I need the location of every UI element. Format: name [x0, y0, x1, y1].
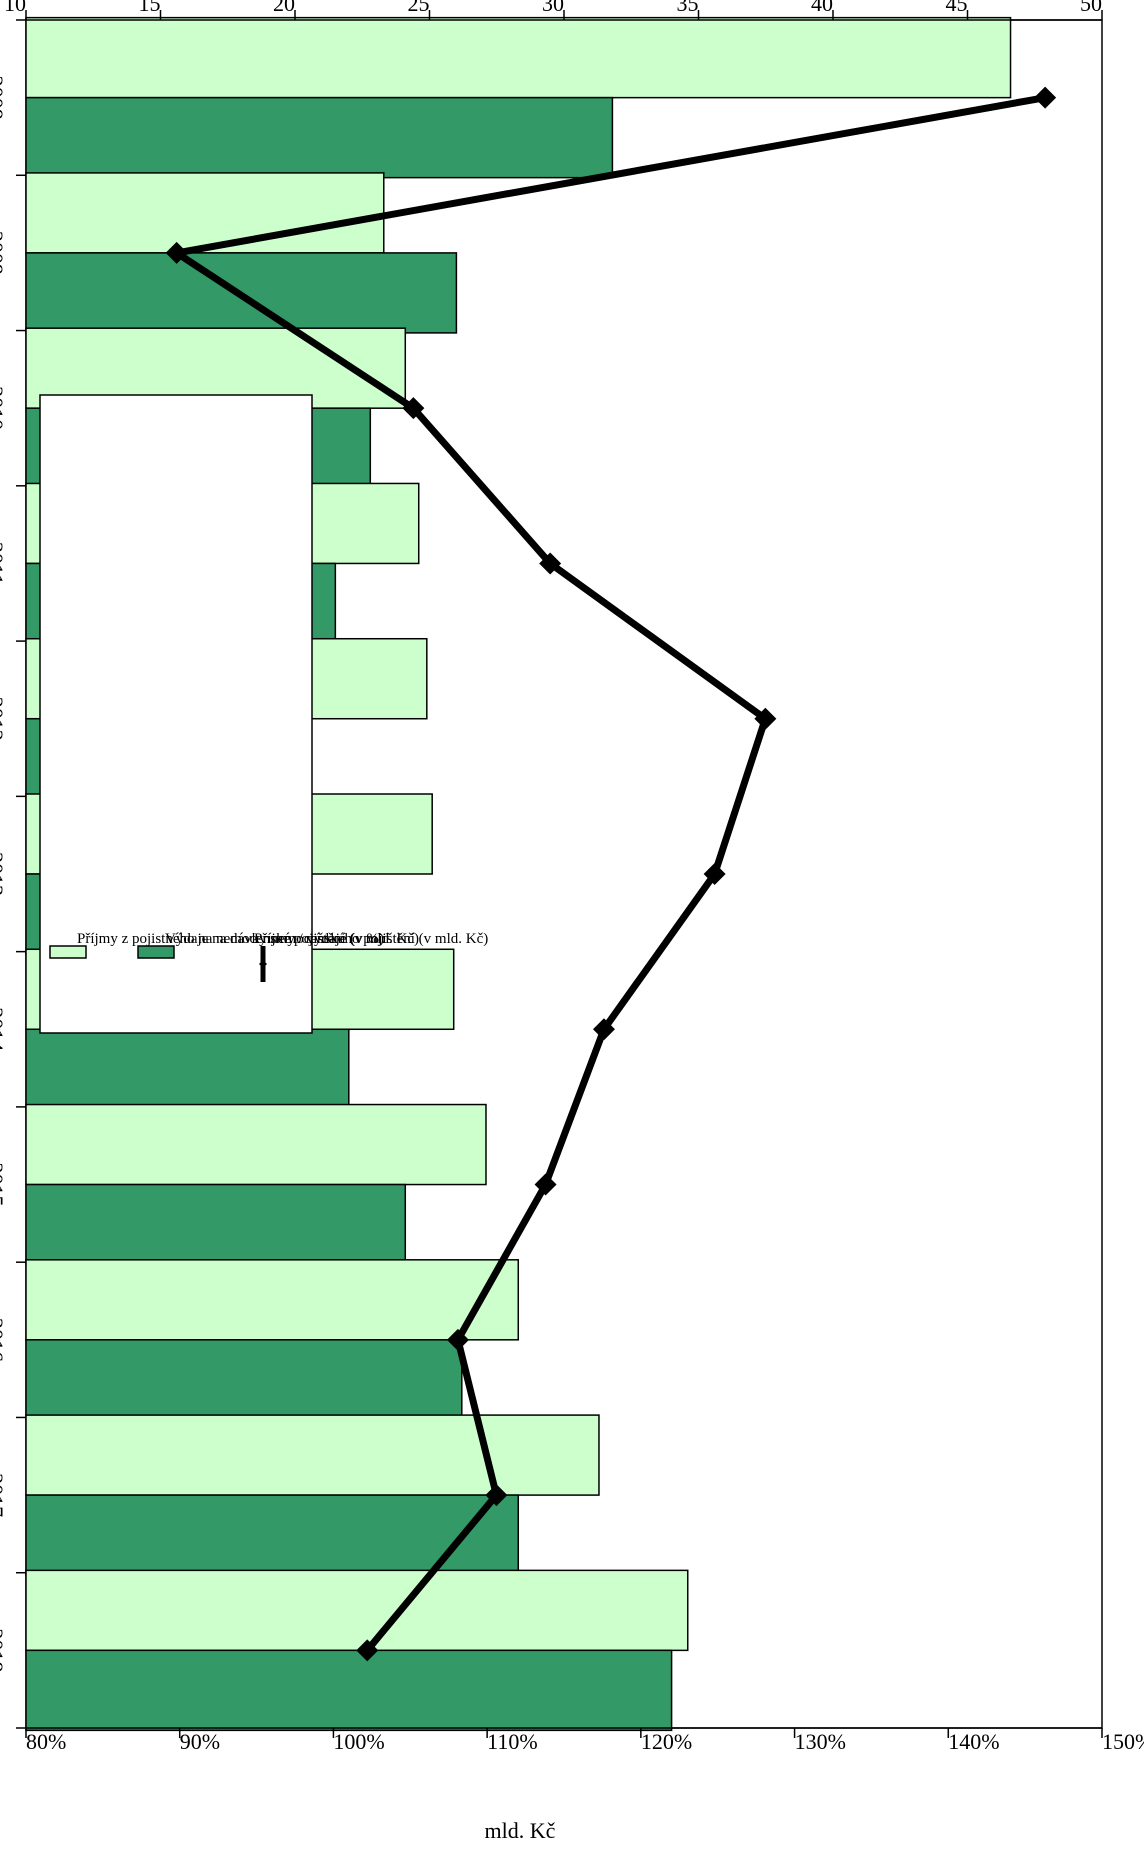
- primary-tick-label-15: 15: [139, 0, 161, 16]
- bar-expenditure-2017: [25, 1494, 520, 1576]
- secondary-tick-label-140%: 140%: [948, 1729, 999, 1754]
- ratio-marker-2014: [592, 1018, 615, 1041]
- primary-tick-label-40: 40: [811, 0, 833, 16]
- category-label-2017: 2017: [0, 1473, 8, 1517]
- secondary-tick-label-110%: 110%: [487, 1729, 538, 1754]
- ratio-marker-2018: [356, 1639, 379, 1662]
- secondary-tick-label-80%: 80%: [26, 1729, 66, 1754]
- category-label-2011: 2011: [0, 542, 8, 585]
- secondary-tick-label-120%: 120%: [641, 1729, 692, 1754]
- bar-expenditure-2008: [25, 96, 614, 179]
- bar-income-2009: [25, 172, 385, 254]
- primary-tick-label-30: 30: [542, 0, 564, 16]
- primary-tick-label-35: 35: [677, 0, 699, 16]
- secondary-tick-label-130%: 130%: [795, 1729, 846, 1754]
- category-label-2018: 2018: [0, 1628, 8, 1672]
- category-label-2016: 2016: [0, 1318, 8, 1362]
- secondary-tick-label-90%: 90%: [180, 1729, 220, 1754]
- ratio-marker-2015: [534, 1173, 557, 1196]
- ratio-marker-2011: [539, 552, 562, 575]
- legend-swatch-income: [49, 945, 87, 959]
- category-label-2009: 2009: [0, 231, 8, 275]
- category-label-2012: 2012: [0, 697, 8, 741]
- legend-marker-ratio: [259, 960, 267, 968]
- ratio-marker-2009: [165, 241, 188, 264]
- category-label-2008: 2008: [0, 76, 8, 120]
- primary-tick-label-25: 25: [408, 0, 430, 16]
- primary-axis-title: mld. Kč: [485, 1818, 556, 1843]
- legend-box: [39, 394, 313, 1034]
- ratio-line-layer: [165, 86, 1057, 1662]
- secondary-tick-label-100%: 100%: [333, 1729, 384, 1754]
- ratio-marker-2013: [703, 863, 726, 885]
- primary-tick-label-45: 45: [946, 0, 968, 16]
- bar-income-2015: [25, 1103, 487, 1186]
- ratio-marker-2016: [446, 1328, 469, 1351]
- category-label-2015: 2015: [0, 1163, 8, 1207]
- legend: Příjmy z pojistného na nemocenské pojišt…: [39, 394, 488, 1034]
- category-label-2013: 2013: [0, 852, 8, 896]
- bar-income-2017: [25, 1414, 600, 1496]
- bar-expenditure-2014: [25, 1028, 350, 1111]
- primary-tick-label-50: 50: [1080, 0, 1102, 16]
- legend-label-expenditure: Výdaje na dávky nemocenského pojištění (…: [165, 931, 488, 947]
- ratio-marker-2012: [754, 707, 777, 730]
- bar-expenditure-2016: [25, 1339, 463, 1421]
- ratio-marker-2017: [485, 1484, 508, 1507]
- bar-expenditure-2018: [25, 1649, 673, 1732]
- primary-tick-label-20: 20: [273, 0, 295, 16]
- secondary-tick-label-150%: 150%: [1102, 1729, 1144, 1754]
- category-axis: 2008 2009 2010 2011 2012 2013 2014 2015 2016 2017…: [0, 19, 26, 1729]
- category-label-2010: 2010: [0, 386, 8, 430]
- ratio-marker-2008: [1034, 86, 1057, 109]
- legend-label-ratio: Příjmy / výdaje (v %): [254, 931, 384, 947]
- bar-expenditure-2015: [25, 1183, 407, 1266]
- bar-income-2016: [25, 1259, 520, 1341]
- bar-income-2008: [25, 16, 1012, 99]
- category-label-2014: 2014: [0, 1007, 8, 1051]
- bar-income-2018: [25, 1569, 689, 1652]
- legend-label-income: Příjmy z pojistného na nemocenské pojišt…: [77, 931, 419, 947]
- secondary-axis: 80% 90% 100% 110% 120% 130% 140% 150%: [25, 1727, 1144, 1754]
- legend-swatch-expenditure: [137, 945, 175, 959]
- primary-tick-label-10: 10: [4, 0, 26, 16]
- ratio-marker-2010: [402, 397, 425, 420]
- primary-axis: 10 15 20 25 30 35 40 45 50: [4, 0, 1103, 21]
